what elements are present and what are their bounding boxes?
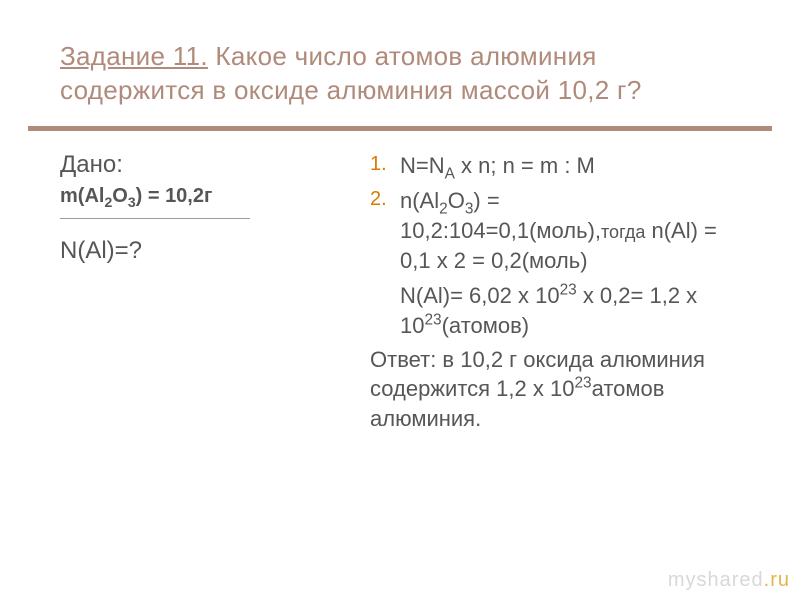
slide: Задание 11. Какое число атомов алюминия … [0,0,800,600]
step2-a: n(Al [400,188,439,213]
step2-s1: 2 [439,201,448,218]
step2-then: тогда [601,222,645,242]
solution-step-2: 2. n(Al2O3) = 10,2:104=0,1(моль),тогда n… [370,186,750,275]
step-number-2: 2. [370,186,387,213]
slide-title: Задание 11. Какое число атомов алюминия … [0,0,800,108]
answer-block: Ответ: в 10,2 г оксида алюминия содержит… [370,345,750,434]
left-column: Дано: m(Al2O3) = 10,2г N(Al)=? [60,151,340,434]
nline-c: (атомов) [442,313,530,338]
solution-list: 1. N=NA x n; n = m : M 2. n(Al2O3) = 10,… [370,151,750,276]
footer-accent: .ru [764,569,790,591]
solution-step-1: 1. N=NA x n; n = m : M [370,151,750,181]
given-text-c: ) = 10,2г [136,185,213,207]
given-label: Дано: [60,151,340,179]
step1-subA: A [445,165,455,182]
step1-a: N=N [400,153,445,178]
right-column: 1. N=NA x n; n = m : M 2. n(Al2O3) = 10,… [370,151,750,434]
given-separator [60,218,250,219]
answer-sup: 23 [574,375,591,392]
nline-s1: 23 [560,282,577,299]
given-text-b: O [112,185,128,207]
step2-b: O [448,188,465,213]
nline-s2: 23 [424,312,441,329]
title-underlined: Задание 11. [60,41,208,71]
n-result-line: N(Al)= 6,02 x 1023 x 0,2= 1,2 х 1023(ато… [370,281,750,340]
step-number-1: 1. [370,151,387,178]
footer-plain: myshared [668,569,764,591]
given-formula: m(Al2O3) = 10,2г [60,185,340,208]
footer-watermark: myshared.ru [668,569,790,592]
given-text-a: m(Al [60,185,104,207]
nline-a: N(Al)= 6,02 x 10 [400,283,560,308]
body-row: Дано: m(Al2O3) = 10,2г N(Al)=? 1. N=NA x… [0,131,800,434]
sub-3: 3 [128,194,136,210]
step1-b: x n; n = m : M [455,153,595,178]
unknown-line: N(Al)=? [60,237,340,265]
